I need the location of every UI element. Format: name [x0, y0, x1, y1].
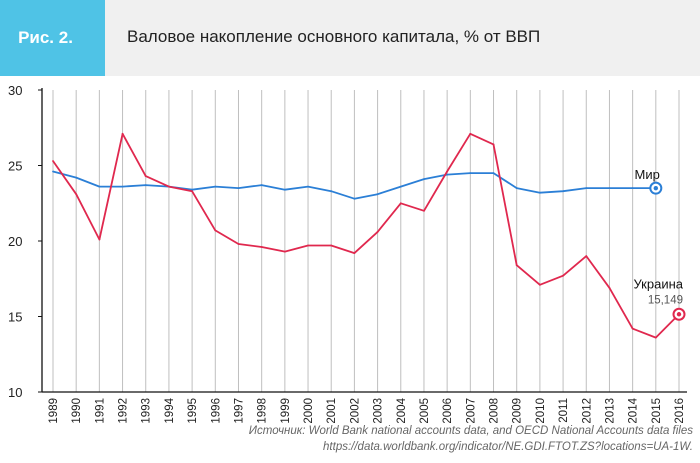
y-tick-label-15: 15 — [8, 310, 22, 325]
series-1-point-12 — [330, 244, 333, 247]
series-1-point-20 — [515, 264, 518, 267]
series-1-point-26 — [654, 336, 657, 339]
x-tick-label-1995: 1995 — [187, 398, 199, 424]
series-0-point-4 — [144, 184, 147, 187]
series-1-point-1 — [75, 193, 78, 196]
x-tick-label-2000: 2000 — [303, 398, 315, 424]
series-1-point-22 — [562, 274, 564, 277]
series-1-point-23 — [585, 255, 588, 257]
x-tick-label-2003: 2003 — [373, 398, 385, 424]
x-tick-label-2014: 2014 — [628, 397, 640, 423]
series-0-point-2 — [98, 185, 101, 188]
series-1-point-11 — [307, 244, 309, 247]
series-0-name-label: Мир — [634, 167, 659, 182]
x-tick-label-2011: 2011 — [558, 398, 570, 423]
series-1-point-21 — [539, 283, 541, 286]
series-1-point-9 — [260, 246, 263, 248]
x-tick-label-2005: 2005 — [419, 398, 431, 424]
series-0-point-11 — [307, 185, 309, 188]
series-1-point-7 — [214, 229, 217, 232]
series-1-point-0 — [52, 160, 54, 162]
series-0-point-1 — [75, 176, 78, 179]
series-1-point-24 — [608, 286, 611, 289]
series-1-point-10 — [284, 250, 286, 253]
source-line-2: https://data.worldbank.org/indicator/NE.… — [323, 441, 693, 453]
x-tick-label-1994: 1994 — [164, 397, 176, 423]
figure-title: Валовое накопление основного капитала, %… — [127, 27, 541, 46]
source-line-1: Источник: World Bank national accounts d… — [248, 425, 693, 437]
figure-badge — [0, 0, 105, 76]
series-0-point-20 — [515, 187, 518, 190]
series-1-point-14 — [376, 231, 379, 233]
series-0-point-15 — [399, 185, 402, 188]
series-1-point-6 — [191, 190, 194, 193]
series-0-point-9 — [260, 184, 263, 187]
figure-header: Рис. 2. Валовое накопление основного кап… — [0, 0, 700, 76]
x-tick-label-1991: 1991 — [94, 398, 106, 424]
y-tick-label-20: 20 — [8, 234, 22, 249]
x-tick-label-2010: 2010 — [535, 398, 547, 424]
series-0-point-8 — [237, 187, 240, 190]
series-0-point-7 — [214, 185, 217, 188]
x-tick-label-1993: 1993 — [141, 398, 153, 424]
x-tick-label-2015: 2015 — [651, 398, 663, 424]
y-tick-label-30: 30 — [8, 83, 22, 98]
series-1-point-8 — [237, 243, 240, 245]
series-line-1 — [52, 132, 680, 339]
x-tick-label-1997: 1997 — [233, 398, 245, 424]
series-1-point-2 — [98, 238, 101, 241]
series-0-point-0 — [52, 170, 54, 173]
series-1-point-19 — [492, 143, 495, 146]
x-tick-label-1992: 1992 — [118, 398, 130, 424]
x-tick-label-2002: 2002 — [349, 398, 361, 424]
x-tick-label-2001: 2001 — [326, 398, 338, 424]
series-1-end-dot — [676, 312, 682, 317]
series-0-point-6 — [191, 188, 194, 191]
series-0-point-24 — [608, 187, 611, 190]
x-tick-label-2012: 2012 — [581, 398, 593, 424]
series-1-point-25 — [631, 327, 634, 330]
x-tick-label-1990: 1990 — [71, 398, 83, 424]
series-1-point-13 — [353, 252, 356, 255]
series-1-value-label: 15,149 — [648, 294, 683, 306]
x-tick-label-1989: 1989 — [48, 398, 60, 424]
series-0-point-14 — [376, 193, 379, 196]
x-tick-label-2016: 2016 — [674, 398, 686, 424]
series-0-point-13 — [353, 197, 356, 200]
series-0-point-21 — [539, 191, 541, 194]
y-tick-label-25: 25 — [8, 159, 22, 174]
series-1-point-5 — [168, 185, 170, 188]
series-1-point-17 — [446, 170, 448, 173]
series-0-end-dot — [653, 185, 659, 191]
figure-number: Рис. 2. — [18, 28, 73, 47]
series-0-point-23 — [585, 187, 588, 190]
series-1-point-3 — [121, 132, 124, 135]
x-tick-label-2008: 2008 — [489, 398, 501, 424]
series-0-point-17 — [446, 173, 448, 176]
series-0-point-18 — [469, 172, 472, 175]
series-1-point-4 — [144, 175, 147, 178]
x-tick-label-2006: 2006 — [442, 398, 454, 424]
x-tick-label-2004: 2004 — [396, 397, 408, 423]
series-0-point-3 — [121, 185, 124, 188]
source-note: Источник: World Bank national accounts d… — [249, 423, 693, 455]
x-tick-label-1998: 1998 — [257, 398, 269, 424]
x-tick-label-2013: 2013 — [604, 398, 616, 424]
series-1-name-label: Украина — [634, 276, 684, 291]
x-tick-label-1999: 1999 — [280, 398, 292, 424]
series-1-point-18 — [469, 132, 472, 135]
series-0-point-22 — [562, 190, 564, 193]
series-0-point-19 — [492, 172, 495, 175]
series-1-point-16 — [423, 209, 425, 212]
y-tick-label-10: 10 — [8, 385, 22, 400]
series-0-point-25 — [631, 187, 634, 190]
series-0-point-10 — [284, 188, 286, 191]
series-1-point-15 — [399, 202, 402, 205]
series-0-point-16 — [423, 178, 425, 181]
series-0-point-12 — [330, 190, 333, 193]
x-tick-label-2009: 2009 — [512, 398, 524, 424]
x-tick-label-2007: 2007 — [465, 398, 477, 424]
x-tick-label-1996: 1996 — [210, 398, 222, 424]
